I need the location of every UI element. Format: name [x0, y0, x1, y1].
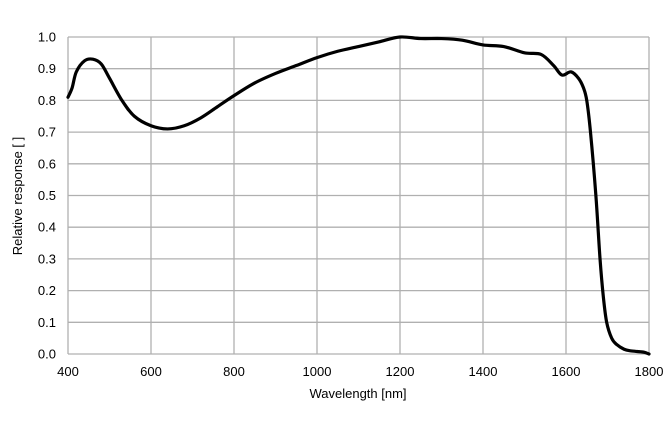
x-tick-label: 800 — [223, 364, 245, 379]
y-tick-label: 0.0 — [38, 347, 56, 362]
y-tick-label: 0.4 — [38, 220, 56, 235]
y-tick-label: 0.7 — [38, 125, 56, 140]
y-tick-label: 0.1 — [38, 315, 56, 330]
grid — [67, 36, 650, 355]
x-tick-label: 1600 — [552, 364, 581, 379]
y-tick-label: 0.6 — [38, 156, 56, 171]
x-tick-label: 1200 — [386, 364, 415, 379]
y-tick-label: 0.8 — [38, 93, 56, 108]
y-tick-label: 1.0 — [38, 30, 56, 45]
y-tick-label: 0.9 — [38, 61, 56, 76]
x-tick-label: 1400 — [469, 364, 498, 379]
y-tick-labels: 0.0 0.1 0.2 0.3 0.4 0.5 0.6 0.7 0.8 0.9 1.0 — [38, 30, 56, 362]
x-tick-label: 1800 — [635, 364, 664, 379]
series-line — [66, 35, 651, 356]
x-axis-label: Wavelength [nm] — [309, 386, 406, 401]
y-axis-label: Relative response [ ] — [10, 137, 25, 256]
x-tick-label: 400 — [57, 364, 79, 379]
x-tick-labels: 400 600 800 1000 1200 1400 1600 1800 — [57, 364, 663, 379]
y-tick-label: 0.5 — [38, 188, 56, 203]
y-tick-label: 0.3 — [38, 251, 56, 266]
x-tick-label: 600 — [140, 364, 162, 379]
x-tick-label: 1000 — [303, 364, 332, 379]
y-tick-label: 0.2 — [38, 283, 56, 298]
